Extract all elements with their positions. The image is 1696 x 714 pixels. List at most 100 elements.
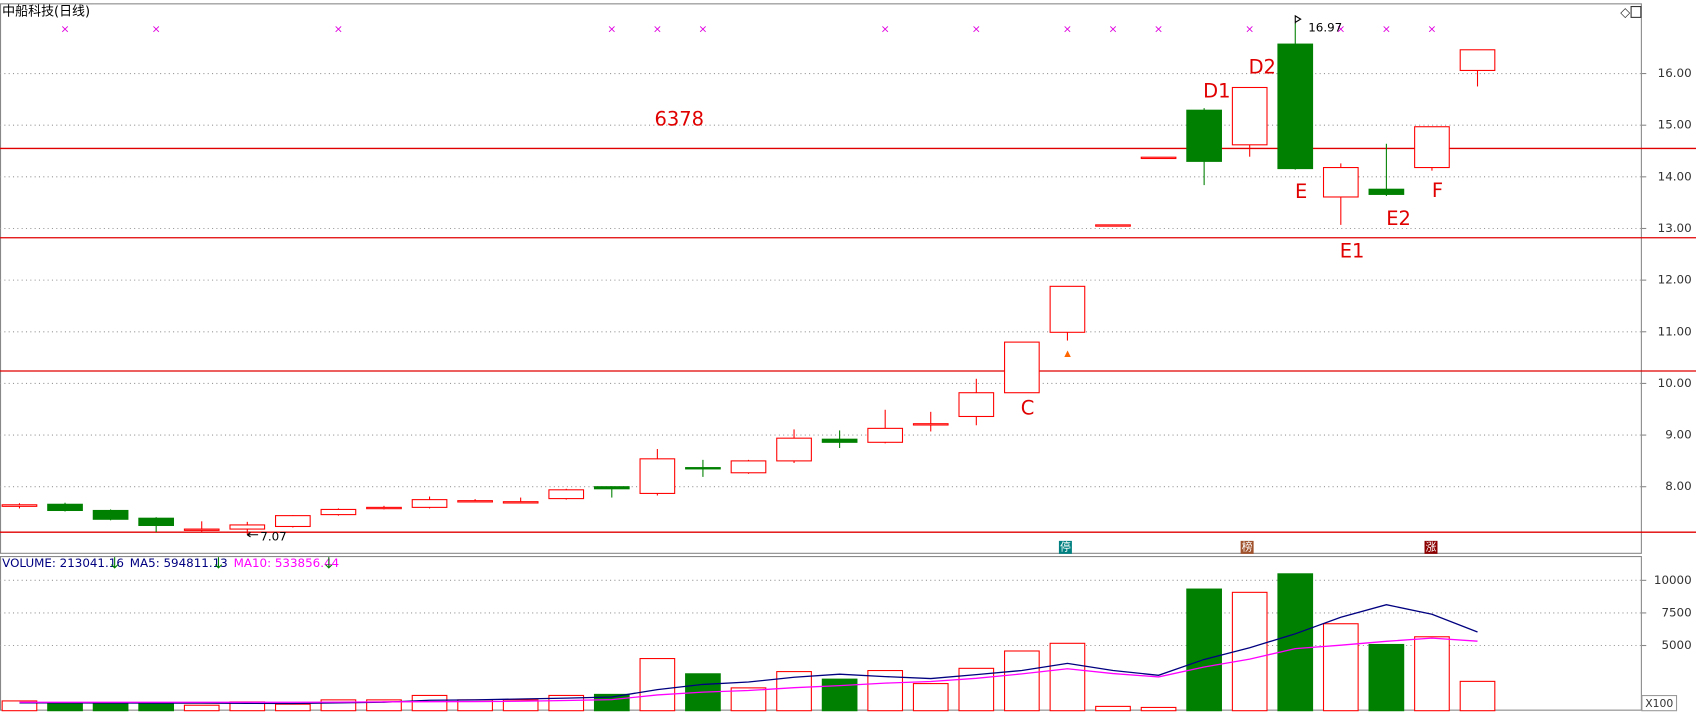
volume-bar bbox=[1322, 623, 1359, 712]
volume-bar bbox=[47, 702, 83, 712]
signal-cross: × bbox=[1427, 22, 1436, 35]
volume-bar bbox=[1277, 573, 1314, 712]
candle-body bbox=[457, 500, 493, 503]
diamond-icon[interactable]: ◇ bbox=[1620, 6, 1630, 21]
candle-body bbox=[958, 392, 995, 418]
volume-bar bbox=[639, 658, 676, 712]
volume-bar bbox=[1, 700, 38, 712]
candle-body bbox=[639, 458, 676, 494]
legend-entry: MA5: 594811.13 bbox=[130, 556, 228, 570]
min-arrow bbox=[246, 532, 259, 538]
y-tick-label: 15.00 bbox=[1658, 118, 1692, 132]
wave-annotation: E2 bbox=[1386, 207, 1411, 230]
candle-body bbox=[730, 460, 767, 474]
candle-body bbox=[229, 524, 266, 530]
legend-arrow bbox=[214, 557, 223, 569]
candle-body bbox=[821, 438, 858, 443]
candle-body bbox=[502, 501, 539, 504]
volume-bar bbox=[1095, 705, 1131, 712]
candle-body bbox=[867, 427, 904, 443]
candle-body bbox=[320, 508, 357, 516]
legend-arrow bbox=[325, 557, 333, 569]
wave-annotation: D2 bbox=[1249, 56, 1276, 79]
volume-bar bbox=[1368, 643, 1405, 712]
y-tick-label: 5000 bbox=[1661, 638, 1691, 652]
candle-body bbox=[366, 506, 402, 510]
wave-annotation: D1 bbox=[1203, 80, 1230, 103]
candle-body bbox=[1368, 188, 1405, 195]
candle-body bbox=[1186, 109, 1222, 162]
volume-bar bbox=[1049, 642, 1086, 712]
y-tick-label: 9.00 bbox=[1665, 428, 1691, 442]
signal-cross: × bbox=[653, 22, 662, 35]
candle-body bbox=[138, 517, 175, 526]
volume-bar bbox=[502, 699, 539, 712]
candle-body bbox=[1459, 49, 1496, 71]
wave-annotation: C bbox=[1021, 396, 1035, 419]
volume-bar bbox=[275, 703, 311, 712]
wave-annotation: F bbox=[1432, 179, 1443, 202]
signal-cross: × bbox=[152, 22, 161, 35]
candle-body bbox=[183, 528, 220, 531]
signal-cross: × bbox=[1063, 22, 1072, 35]
unit-label: X100 bbox=[1645, 697, 1673, 710]
legend-entry: MA10: 533856.44 bbox=[234, 556, 339, 570]
y-tick-label: 7500 bbox=[1661, 605, 1691, 619]
candle-body bbox=[1, 504, 38, 507]
wave-annotation: E1 bbox=[1340, 240, 1365, 263]
candle-body bbox=[1231, 86, 1268, 146]
window-icon[interactable] bbox=[1630, 6, 1642, 18]
signal-cross: × bbox=[607, 22, 616, 35]
candle-body bbox=[275, 515, 311, 528]
max-flag bbox=[1294, 14, 1302, 24]
signal-cross: × bbox=[61, 22, 70, 35]
volume-bar bbox=[1004, 650, 1040, 712]
event-flag-box bbox=[1424, 540, 1438, 554]
signal-cross: × bbox=[1108, 22, 1117, 35]
moving-average-line bbox=[19, 604, 1478, 705]
candle-body bbox=[1140, 156, 1177, 160]
y-tick-label: 10.00 bbox=[1658, 376, 1692, 390]
chart-title: 中船科技(日线) bbox=[2, 4, 90, 19]
volume-bar bbox=[1186, 588, 1222, 712]
signal-cross: × bbox=[1245, 22, 1254, 35]
max-label: 16.97 bbox=[1308, 20, 1342, 34]
legend-entry: VOLUME: 213041.16 bbox=[2, 556, 124, 570]
volume-bar bbox=[411, 694, 448, 712]
volume-bar bbox=[912, 683, 949, 712]
signal-cross: × bbox=[1382, 22, 1391, 35]
y-tick-label: 16.00 bbox=[1658, 66, 1692, 80]
candle-body bbox=[685, 467, 721, 470]
y-tick-label: 8.00 bbox=[1665, 479, 1691, 493]
candle-body bbox=[47, 503, 83, 512]
candle-body bbox=[593, 486, 630, 490]
volume-bar bbox=[183, 704, 220, 712]
signal-cross: × bbox=[698, 22, 707, 35]
signal-cross: × bbox=[881, 22, 890, 35]
volume-bar bbox=[366, 699, 402, 712]
volume-bar bbox=[730, 687, 767, 712]
y-tick-label: 11.00 bbox=[1658, 324, 1692, 338]
signal-cross: × bbox=[1154, 22, 1163, 35]
min-label: 7.07 bbox=[260, 529, 286, 543]
signal-marker bbox=[1064, 350, 1071, 357]
unit-box bbox=[1641, 695, 1678, 712]
wave-annotation: 6378 bbox=[655, 108, 705, 131]
candle-body bbox=[912, 423, 949, 426]
candle-body bbox=[1095, 224, 1131, 227]
event-flag: 停 bbox=[1060, 539, 1071, 553]
candle-body bbox=[1322, 167, 1359, 198]
candle-body bbox=[92, 509, 129, 520]
volume-bar bbox=[92, 702, 129, 712]
event-flag: 榜 bbox=[1242, 539, 1253, 553]
signal-cross: × bbox=[334, 22, 343, 35]
volume-bar bbox=[548, 694, 585, 712]
moving-average-line bbox=[19, 637, 1478, 703]
wave-annotation: E bbox=[1295, 180, 1307, 203]
candle-body bbox=[411, 499, 448, 508]
y-tick-label: 10000 bbox=[1654, 573, 1692, 587]
candle-body bbox=[1414, 126, 1450, 169]
volume-bar bbox=[1140, 706, 1177, 712]
